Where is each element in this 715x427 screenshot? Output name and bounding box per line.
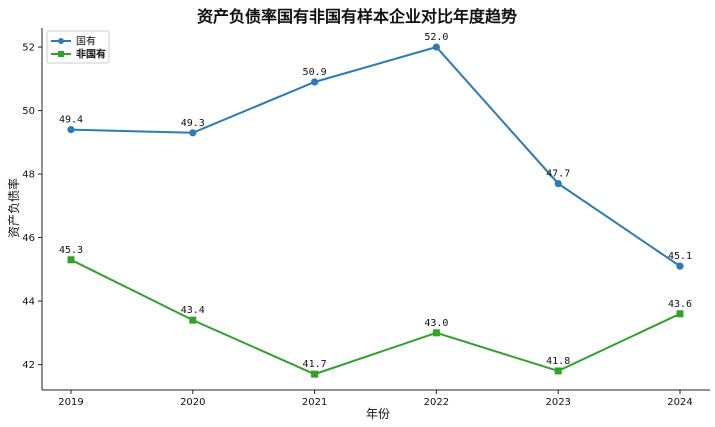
y-tick-label: 52 [22,43,35,54]
data-point [554,367,562,375]
data-label: 43.4 [181,305,205,316]
data-point [67,256,75,264]
series-2: 45.3 43.4 41.7 43.0 41.8 43.6 [59,245,692,378]
y-axis-label: 资产负债率 [6,178,21,238]
y-tick-label: 50 [22,106,35,117]
x-axis-label: 年份 [366,407,390,421]
data-label: 50.9 [303,67,327,78]
axes: 42 44 46 48 50 52 2019 2020 2021 2022 2023 2024 [22,28,710,408]
y-tick-label: 48 [22,170,35,181]
series-line [70,45,681,267]
data-point [676,310,684,318]
x-tick-label: 2023 [545,397,570,408]
data-point [432,329,440,337]
chart-title: 资产负债率国有非国有样本企业对比年度趋势 [197,7,517,26]
data-label: 41.7 [303,359,327,370]
x-tick-label: 2022 [424,397,449,408]
data-point [554,179,562,188]
data-label: 49.3 [181,118,205,129]
x-tick-label: 2020 [180,397,205,408]
data-label: 45.3 [59,245,83,256]
series-layer: 49.4 49.3 50.9 52.0 47.7 45.1 45.3 43.4 41.7 43.0… [59,32,692,378]
data-label: 45.1 [668,251,692,262]
legend: 国有非国有 [46,30,110,64]
y-tick-label: 42 [22,360,35,371]
x-tick-label: 2019 [58,397,83,408]
legend-label: 国有 [76,35,96,48]
data-point [676,262,684,270]
data-label: 49.4 [59,115,83,126]
x-tick-label: 2024 [667,397,692,408]
data-point [189,129,197,137]
data-label: 47.7 [546,169,570,180]
data-point [311,78,319,86]
legend-label: 非国有 [76,48,106,61]
data-label: 52.0 [424,32,448,43]
x-tick-label: 2021 [302,397,327,408]
series-line [70,258,681,376]
data-point [189,316,197,324]
legend-swatch-marker [58,51,64,57]
data-label: 43.0 [424,318,448,329]
data-point [432,43,440,51]
y-tick-label: 44 [22,297,35,308]
data-label: 41.8 [546,356,570,367]
y-tick-label: 46 [22,233,35,244]
series-1: 49.4 49.3 50.9 52.0 47.7 45.1 [59,32,692,270]
data-point [67,126,75,134]
legend-swatch-marker [58,38,64,44]
data-label: 43.6 [668,299,692,310]
data-point [311,370,319,378]
